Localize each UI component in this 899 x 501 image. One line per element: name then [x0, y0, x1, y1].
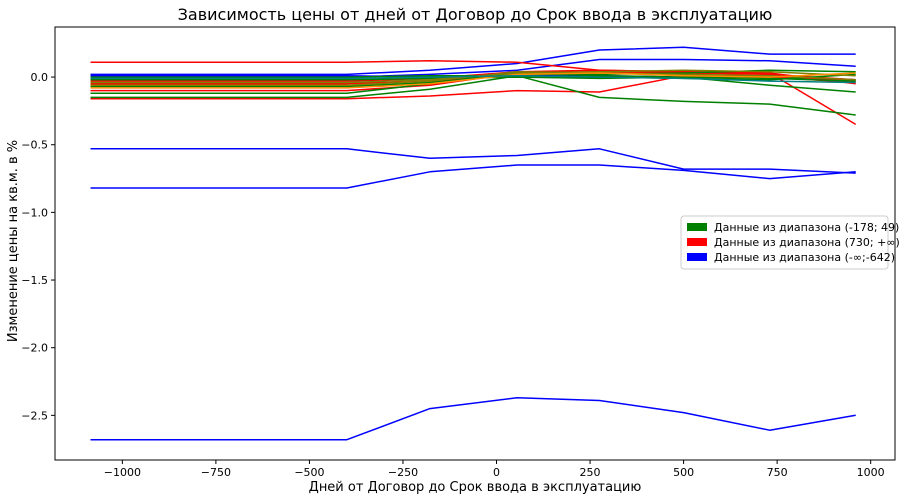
- x-tick-label: 250: [580, 466, 601, 479]
- series-line-12: [90, 74, 856, 116]
- chart-title: Зависимость цены от дней от Договор до С…: [178, 5, 773, 24]
- legend-box: [680, 215, 889, 270]
- series-line-18: [90, 70, 856, 86]
- x-tick-label: −1000: [104, 466, 141, 479]
- x-axis-ticks: −1000 −750 −500 −250 0 250 500 750 1000: [104, 460, 885, 479]
- legend-label: Данные из диапазона (730; +∞): [714, 236, 899, 249]
- legend: Данные из диапазона (-178; 49) Данные из …: [680, 215, 899, 270]
- series-line-19: [90, 72, 856, 89]
- y-tick-label: 0.0: [31, 71, 49, 84]
- y-axis-ticks: 0.0 −0.5 −1.0 −1.5 −2.0 −2.5: [21, 71, 55, 422]
- x-tick-label: −750: [201, 466, 231, 479]
- series-line-1: [90, 397, 856, 441]
- x-tick-label: 500: [673, 466, 694, 479]
- legend-label: Данные из диапазона (-178; 49): [714, 221, 899, 234]
- series-line-3: [90, 148, 856, 174]
- y-tick-label: −2.5: [21, 409, 48, 422]
- legend-swatch: [687, 238, 707, 246]
- series-line-2: [90, 164, 856, 189]
- series-line-9: [90, 69, 856, 85]
- x-axis-label: Дней от Договор до Срок ввода в эксплуат…: [309, 480, 642, 495]
- y-tick-label: −1.0: [21, 206, 48, 219]
- series-line-4: [90, 46, 856, 76]
- x-tick-label: −250: [388, 466, 418, 479]
- y-tick-label: −2.0: [21, 342, 48, 355]
- plot-frame: [54, 26, 896, 461]
- y-axis-label: Изменение цены на кв.м. в %: [6, 140, 21, 342]
- y-tick-label: −0.5: [21, 139, 48, 152]
- x-tick-label: −500: [294, 466, 324, 479]
- x-tick-label: 1000: [857, 466, 885, 479]
- legend-swatch: [687, 253, 707, 261]
- series-layer: [90, 46, 857, 441]
- x-tick-label: 750: [767, 466, 788, 479]
- series-line-14: [90, 76, 856, 82]
- legend-swatch: [687, 223, 707, 231]
- series-line-20: [90, 74, 856, 84]
- y-tick-label: −1.5: [21, 274, 48, 287]
- x-tick-label: 0: [493, 466, 500, 479]
- legend-label: Данные из диапазона (-∞;-642): [714, 251, 895, 264]
